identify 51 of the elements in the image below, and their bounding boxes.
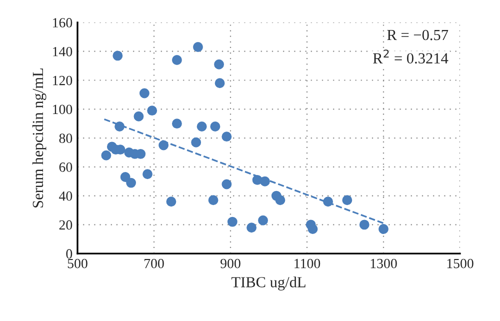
point [214, 59, 224, 70]
point [214, 78, 225, 88]
y-tick-label: 40 [59, 191, 72, 201]
point [342, 195, 352, 206]
x-tick-label: 700 [144, 258, 164, 268]
y-tick-label: 60 [59, 162, 72, 172]
point [147, 106, 158, 116]
y-tick-label: 100 [53, 104, 72, 114]
x-tick-label: 1300 [370, 258, 397, 268]
point [101, 150, 112, 160]
point [172, 118, 182, 129]
point [308, 224, 318, 234]
point [120, 172, 130, 182]
annotation: R = −0.57 [387, 30, 448, 40]
y-tick-label: 120 [53, 76, 72, 86]
point [196, 122, 207, 132]
point [210, 122, 220, 132]
point [246, 222, 257, 233]
y-tick-label: 80 [59, 134, 72, 143]
y-axis-title: Serum hepcidin ng/mL [32, 68, 46, 208]
x-tick-label: 900 [220, 258, 240, 268]
point [222, 132, 232, 142]
point [359, 220, 370, 230]
point [260, 176, 270, 186]
point [158, 140, 169, 150]
x-tick-label: 1500 [447, 258, 474, 268]
point [191, 137, 202, 148]
point [323, 196, 334, 207]
point [222, 179, 232, 190]
point [193, 42, 203, 52]
x-tick-label: 1100 [294, 258, 320, 268]
point [208, 195, 218, 206]
point [134, 111, 144, 122]
y-tick-label: 140 [53, 46, 72, 56]
x-tick-label: 500 [68, 258, 88, 268]
point [142, 169, 152, 180]
y-tick-label: 20 [59, 220, 72, 230]
point [112, 50, 123, 61]
point [172, 55, 182, 66]
point [275, 195, 286, 206]
point [139, 88, 150, 98]
point [126, 178, 136, 188]
annotation: R$^{2}$ = 0.3214 [373, 50, 448, 64]
y-tick-label: 0 [66, 249, 72, 259]
y-tick-label: 160 [53, 18, 72, 28]
x-axis-title: TIBC ug/dL [231, 276, 306, 290]
point [166, 196, 176, 207]
point [227, 216, 238, 227]
point [258, 215, 268, 226]
point [378, 224, 388, 234]
point [114, 122, 125, 132]
